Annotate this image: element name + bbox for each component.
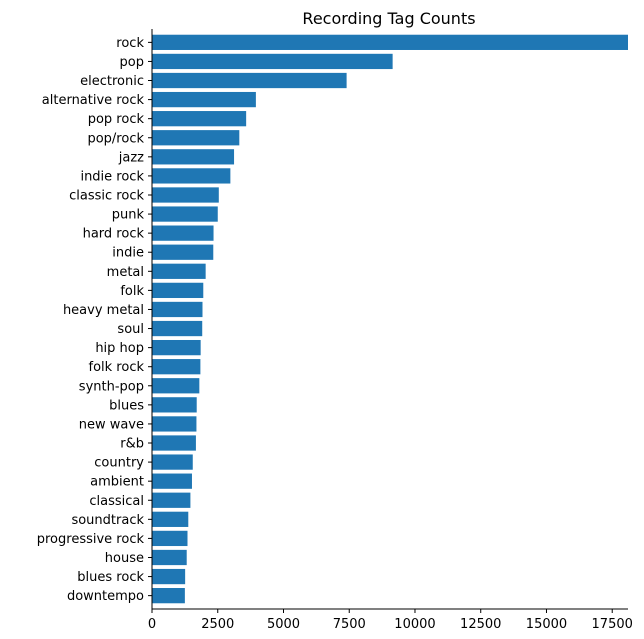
category-label-15: soul [117,322,144,337]
x-tick-label-7: 17500 [592,617,633,632]
category-label-2: electronic [80,74,144,89]
category-label-18: synth-pop [79,379,144,394]
category-label-28: blues rock [77,570,144,585]
category-label-11: indie [112,246,144,261]
x-tick-label-6: 15000 [526,617,567,632]
bar-26 [152,530,188,547]
bar-9 [152,206,218,222]
bar-4 [152,111,247,127]
bar-14 [152,301,203,318]
category-labels: rock pop electronic alternative rock pop roc… [37,36,152,604]
bar-13 [152,282,204,299]
x-tick-label-4: 10000 [394,617,435,632]
category-label-19: blues [109,398,144,413]
category-label-22: country [94,456,144,471]
bar-25 [152,511,189,527]
bar-24 [152,492,191,508]
category-label-10: hard rock [83,227,145,242]
bar-23 [152,473,192,489]
category-label-24: classical [89,494,144,509]
category-label-16: hip hop [95,341,144,356]
chart-title: Recording Tag Counts [302,9,475,28]
bar-3 [152,91,256,108]
category-label-1: pop [120,55,144,70]
category-label-14: heavy metal [63,303,144,318]
category-label-29: downtempo [67,589,144,604]
bar-6 [152,149,235,165]
bar-7 [152,168,231,184]
category-label-6: jazz [118,150,144,165]
bar-5 [152,130,240,146]
category-label-0: rock [116,36,144,51]
bar-17 [152,359,201,375]
category-label-17: folk rock [89,360,145,375]
bar-15 [152,320,203,337]
bar-2 [152,72,347,89]
x-tick-label-5: 12500 [460,617,501,632]
bar-21 [152,435,196,451]
bar-27 [152,549,187,566]
category-label-3: alternative rock [42,93,145,108]
bar-0 [152,34,628,50]
bar-12 [152,263,206,279]
bar-16 [152,339,201,356]
bar-29 [152,588,185,604]
category-label-21: r&b [120,437,144,452]
category-label-26: progressive rock [37,532,145,547]
x-tick-label-0: 0 [148,617,156,632]
x-tick-label-3: 7500 [333,617,366,632]
category-label-12: metal [107,265,144,280]
bar-18 [152,378,200,394]
category-label-8: classic rock [69,188,144,203]
bar-1 [152,53,393,70]
x-axis-ticks: 0 2500 5000 7500 10000 12500 15000 17500 [148,609,633,632]
x-tick-label-1: 2500 [201,617,234,632]
category-label-7: indie rock [80,169,144,184]
x-tick-label-2: 5000 [267,617,300,632]
bar-8 [152,187,219,203]
category-label-13: folk [120,284,144,299]
bar-28 [152,568,186,585]
category-label-4: pop rock [88,112,145,127]
category-label-20: new wave [79,417,144,432]
bars-group [152,34,628,604]
bar-10 [152,225,214,241]
category-label-23: ambient [90,475,144,490]
bar-22 [152,454,193,470]
bar-19 [152,397,197,413]
category-label-9: punk [112,208,145,223]
category-label-25: soundtrack [71,513,144,528]
category-label-5: pop/rock [87,131,144,146]
category-label-27: house [105,551,144,566]
bar-11 [152,244,214,260]
bar-20 [152,416,197,432]
